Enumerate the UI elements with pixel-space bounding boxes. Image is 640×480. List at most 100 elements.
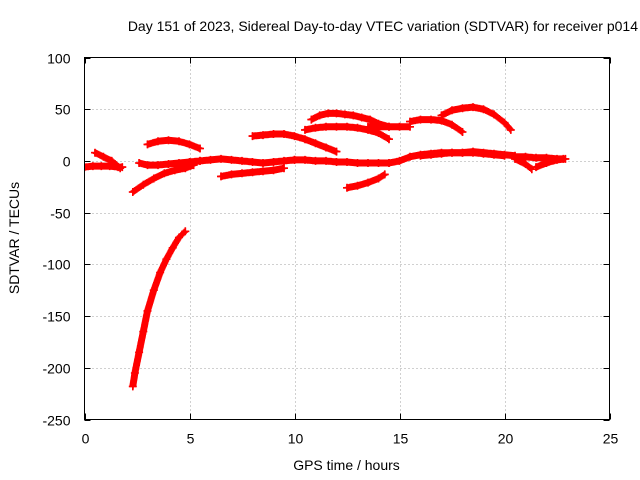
data-point <box>154 137 162 146</box>
data-point <box>269 130 278 138</box>
y-tick-label: 100 <box>47 51 71 67</box>
data-point <box>156 268 165 277</box>
data-point <box>143 140 152 149</box>
data-point <box>469 147 477 156</box>
data-point <box>164 160 173 168</box>
data-point <box>364 159 372 167</box>
series-arc-10 <box>290 155 393 167</box>
data-point <box>364 178 372 187</box>
series-arc-2 <box>91 148 125 173</box>
series-arc-9 <box>248 130 341 156</box>
data-point <box>521 152 530 161</box>
data-point <box>490 149 498 158</box>
series-arc-16 <box>406 115 467 136</box>
data-point <box>427 115 435 124</box>
data-point <box>269 166 278 175</box>
plot-frame <box>84 57 610 420</box>
data-point <box>154 161 162 170</box>
data-point <box>238 169 246 178</box>
data-point <box>181 227 190 236</box>
series-arc-14 <box>364 122 414 131</box>
series-arc-3 <box>128 227 190 391</box>
data-point <box>175 137 183 146</box>
data-point <box>385 122 393 131</box>
data-point <box>135 159 144 167</box>
data-point <box>395 122 404 131</box>
data-point <box>322 156 330 165</box>
data-point <box>143 161 152 170</box>
data-point <box>332 109 341 118</box>
data-point <box>374 122 383 131</box>
data-point <box>170 166 179 175</box>
data-point <box>353 159 362 167</box>
data-point <box>116 164 125 173</box>
data-point <box>105 162 114 171</box>
data-point <box>248 132 257 141</box>
y-tick-label: 50 <box>55 102 71 118</box>
data-point <box>217 172 225 181</box>
data-point <box>506 125 515 134</box>
data-point <box>553 155 561 164</box>
data-point <box>561 154 570 163</box>
data-point <box>315 111 324 120</box>
series-arc-18 <box>416 147 519 160</box>
data-point <box>139 180 148 189</box>
data-point <box>395 156 404 165</box>
data-point <box>332 158 341 166</box>
data-series <box>84 103 570 391</box>
y-tick-label: -250 <box>42 413 70 429</box>
data-point <box>406 117 414 126</box>
data-point <box>427 150 435 159</box>
data-point <box>280 156 288 165</box>
series-markers <box>417 148 519 160</box>
data-point <box>248 158 257 166</box>
data-point <box>416 115 425 124</box>
y-tick-label: 0 <box>63 154 71 170</box>
x-tick-label: 25 <box>603 431 619 447</box>
data-point <box>458 104 467 113</box>
x-tick-label: 10 <box>288 431 304 447</box>
data-point <box>324 109 333 118</box>
data-point <box>259 131 267 140</box>
data-point <box>527 165 536 174</box>
data-point <box>227 170 236 179</box>
series-arc-4 <box>128 161 198 196</box>
data-point <box>490 110 498 119</box>
data-point <box>311 156 320 165</box>
data-point <box>343 122 351 131</box>
data-point <box>532 163 540 172</box>
series-arc-13 <box>343 170 389 192</box>
data-point <box>385 159 393 167</box>
data-point <box>88 162 97 171</box>
data-point <box>479 148 488 157</box>
data-point <box>343 183 351 192</box>
chart-title: Day 151 of 2023, Sidereal Day-to-day VTE… <box>0 18 640 34</box>
data-point <box>107 156 116 165</box>
data-point <box>196 156 204 165</box>
x-tick-label: 5 <box>187 431 195 447</box>
data-point <box>185 140 194 149</box>
data-point <box>479 105 488 114</box>
series-markers <box>129 227 189 390</box>
data-point <box>128 188 137 196</box>
series-arc-17 <box>437 103 515 134</box>
data-point <box>206 155 215 164</box>
data-point <box>437 149 446 158</box>
series-arc-6 <box>143 136 204 153</box>
x-tick-label: 0 <box>82 431 90 447</box>
data-point <box>322 143 330 152</box>
data-point <box>448 120 456 129</box>
data-point <box>349 111 358 120</box>
data-point <box>196 144 204 153</box>
data-point <box>343 158 351 166</box>
data-point <box>416 151 425 160</box>
data-point <box>301 155 309 164</box>
y-tick-label: -100 <box>42 257 70 273</box>
data-point <box>301 125 309 134</box>
data-point <box>469 103 477 112</box>
grid <box>84 57 610 420</box>
data-point <box>380 170 389 179</box>
data-point <box>458 128 467 136</box>
data-point <box>458 148 467 157</box>
